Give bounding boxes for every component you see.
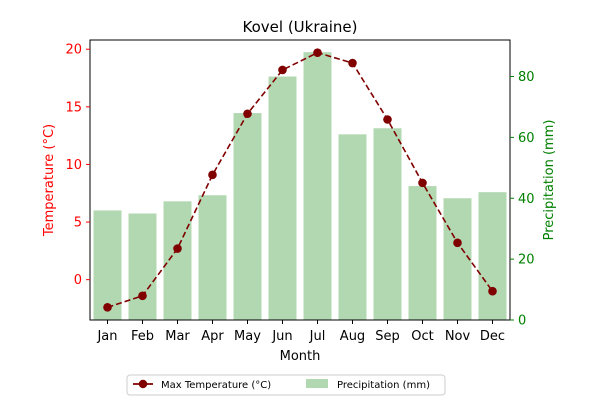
x-tick-label: Feb xyxy=(131,329,154,344)
precipitation-bar-jun xyxy=(268,76,297,321)
y-left-tick-label: 5 xyxy=(74,216,82,231)
precipitation-bars xyxy=(93,52,507,321)
precipitation-bar-nov xyxy=(443,198,472,320)
precipitation-bar-oct xyxy=(408,186,437,320)
x-tick-label: Sep xyxy=(375,329,400,344)
y-right-tick-label: 80 xyxy=(518,70,535,85)
x-axis-label: Month xyxy=(280,349,321,364)
x-tick-label: Jun xyxy=(271,329,292,344)
x-tick-label: Aug xyxy=(340,329,365,344)
chart-title: Kovel (Ukraine) xyxy=(243,18,358,36)
precipitation-bar-jul xyxy=(303,52,332,320)
precipitation-bar-sep xyxy=(373,128,402,320)
legend-line-marker xyxy=(138,379,148,389)
y-left-tick-label: 15 xyxy=(65,100,82,115)
y-axis-left-label: Temperature (°C) xyxy=(42,124,57,237)
temperature-point-mar xyxy=(173,244,182,253)
precipitation-bar-may xyxy=(233,113,262,320)
y-right-tick-label: 20 xyxy=(518,253,535,268)
y-left-tick-label: 20 xyxy=(65,43,82,58)
plot-frame xyxy=(89,39,511,321)
precipitation-bar-jan xyxy=(93,210,122,320)
legend-label-temperature: Max Temperature (°C) xyxy=(161,380,271,391)
x-tick-label: Jul xyxy=(309,329,326,344)
x-tick-label: Jan xyxy=(96,329,117,344)
temperature-point-apr xyxy=(208,170,217,180)
temperature-point-nov xyxy=(453,238,462,248)
temperature-point-oct xyxy=(418,178,427,188)
temperature-point-jul xyxy=(313,48,322,57)
y-axis-right: 0 20 40 60 80 xyxy=(510,70,535,329)
y-axis-left: 0 5 10 15 20 xyxy=(65,43,90,288)
x-tick-label: Oct xyxy=(411,329,433,344)
y-right-tick-label: 0 xyxy=(518,314,526,329)
legend-box xyxy=(126,374,446,396)
temperature-point-jan xyxy=(103,303,112,312)
y-left-tick-label: 0 xyxy=(74,273,82,288)
y-left-tick-label: 10 xyxy=(65,158,82,173)
temperature-point-feb xyxy=(138,291,147,301)
temperature-point-may xyxy=(243,109,252,119)
x-tick-label: Dec xyxy=(480,329,505,344)
x-tick-label: Apr xyxy=(201,329,224,344)
legend-label-precipitation: Precipitation (mm) xyxy=(337,380,430,391)
temperature-point-aug xyxy=(348,58,357,68)
temperature-line xyxy=(107,51,494,309)
y-axis-right-label: Precipitation (mm) xyxy=(542,120,557,241)
x-tick-label: Mar xyxy=(165,329,190,344)
legend-bar-swatch xyxy=(306,379,328,388)
precipitation-bar-aug xyxy=(338,134,367,320)
x-axis: Jan Feb Mar Apr May Jun Jul Aug Sep Oct Nov Dec xyxy=(96,320,505,344)
legend: Max Temperature (°C) Precipitation (mm) xyxy=(126,374,446,396)
temperature-line-series xyxy=(103,48,497,312)
precipitation-bar-apr xyxy=(198,195,227,320)
temperature-point-sep xyxy=(383,115,392,124)
precipitation-bar-dec xyxy=(478,192,507,320)
x-tick-label: May xyxy=(234,329,261,344)
y-right-tick-label: 60 xyxy=(518,131,535,146)
y-right-tick-label: 40 xyxy=(518,192,535,207)
temperature-point-dec xyxy=(488,286,497,296)
precipitation-bar-mar xyxy=(163,201,192,320)
temperature-point-jun xyxy=(278,65,287,75)
precipitation-bar-feb xyxy=(128,213,157,320)
x-tick-label: Nov xyxy=(445,329,471,344)
